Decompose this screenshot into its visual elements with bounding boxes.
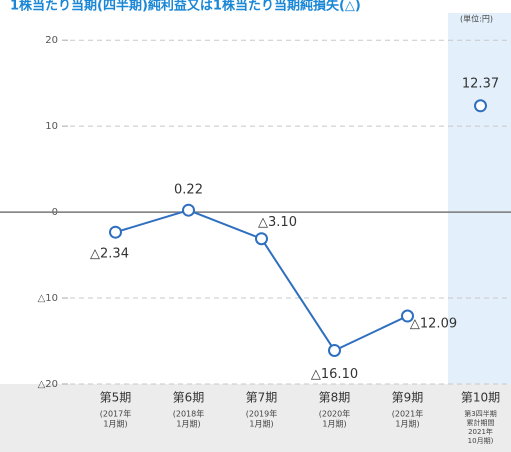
x-tick-label: 第8期: [319, 391, 351, 405]
data-label: △12.09: [410, 317, 457, 332]
marker: [401, 309, 414, 323]
x-tick-label: 第7期: [246, 391, 278, 405]
x-tick-note: 1月期): [395, 420, 419, 429]
x-tick-label: 第6期: [173, 391, 205, 405]
chart-title: 1株当たり当期(四半期)純利益又は1株当たり当期純損失(△): [10, 0, 361, 14]
x-tick-note: (2021年: [392, 409, 423, 419]
category-band: [0, 384, 511, 452]
data-label: △3.10: [258, 215, 297, 230]
x-tick-note: 2021年: [468, 427, 493, 436]
x-tick-note: (2017年: [100, 409, 131, 419]
unit-label: (単位:円): [460, 14, 493, 24]
y-tick-label: 10: [45, 121, 58, 132]
x-tick-note: (2019年: [246, 409, 277, 419]
x-tick-note: 累計期間: [467, 418, 495, 427]
marker: [328, 343, 341, 357]
x-tick-label: 第10期: [461, 391, 500, 405]
highlight-column: [448, 13, 511, 452]
data-label: △16.10: [311, 367, 358, 382]
data-label: 0.22: [174, 183, 203, 198]
x-tick-label: 第9期: [392, 391, 424, 405]
marker: [182, 203, 195, 217]
x-tick-note: (2020年: [319, 409, 350, 419]
x-tick-note: 1月期): [176, 420, 200, 429]
data-label: 12.37: [462, 76, 499, 91]
y-tick-label: △10: [38, 293, 58, 304]
marker: [255, 232, 268, 246]
x-tick-note: 1月期): [103, 420, 127, 429]
x-tick-note: 1月期): [322, 420, 346, 429]
marker: [474, 99, 487, 113]
y-tick-label: △20: [38, 379, 58, 390]
x-tick-note: (2018年: [173, 409, 204, 419]
marker: [109, 225, 122, 239]
x-tick-label: 第5期: [100, 391, 132, 405]
y-tick-label: 20: [45, 35, 58, 46]
data-label: △2.34: [90, 247, 129, 262]
series-line: [115, 209, 408, 352]
x-tick-note: 第3四半期: [464, 409, 496, 418]
x-tick-note: 1月期): [249, 420, 273, 429]
x-tick-note: 10月期): [468, 437, 494, 445]
